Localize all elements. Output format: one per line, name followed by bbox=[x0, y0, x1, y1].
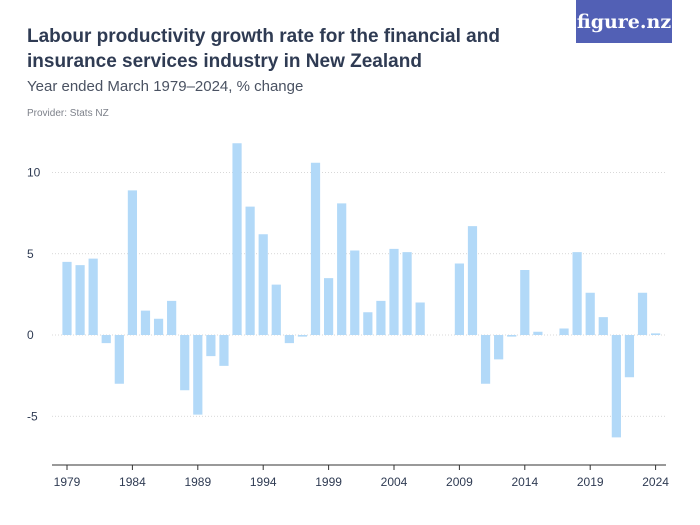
bar[interactable] bbox=[494, 335, 504, 360]
bar[interactable] bbox=[598, 317, 608, 335]
bar[interactable] bbox=[180, 335, 190, 391]
bar[interactable] bbox=[62, 261, 72, 335]
bar[interactable] bbox=[271, 284, 281, 335]
provider-label: Provider: Stats NZ bbox=[27, 108, 109, 119]
bar[interactable] bbox=[232, 143, 242, 335]
bar[interactable] bbox=[140, 310, 151, 335]
x-tick-label: 2004 bbox=[381, 475, 408, 489]
bar[interactable] bbox=[402, 252, 412, 335]
bar[interactable] bbox=[480, 335, 491, 384]
x-tick-label: 1984 bbox=[119, 475, 146, 489]
bar[interactable] bbox=[363, 312, 373, 335]
y-tick-label: -5 bbox=[27, 409, 38, 423]
bar[interactable] bbox=[637, 292, 648, 335]
bar[interactable] bbox=[127, 190, 137, 335]
bar[interactable] bbox=[572, 252, 582, 335]
bar[interactable] bbox=[245, 206, 255, 335]
x-tick-label: 1994 bbox=[250, 475, 277, 489]
bar[interactable] bbox=[310, 162, 321, 335]
bar[interactable] bbox=[585, 292, 595, 335]
tick-labels: 10 5 0 -5 1979 1984 1989 1994 1999 2004 2009 2014 20… bbox=[27, 166, 669, 490]
bar[interactable] bbox=[350, 250, 360, 336]
chart-subtitle: Year ended March 1979–2024, % change bbox=[27, 78, 304, 95]
bar[interactable] bbox=[454, 263, 464, 336]
bar[interactable] bbox=[467, 226, 478, 335]
bar[interactable] bbox=[284, 335, 294, 344]
x-tick-label: 2019 bbox=[577, 475, 604, 489]
bar[interactable] bbox=[297, 335, 308, 337]
bar[interactable] bbox=[324, 278, 334, 335]
bar[interactable] bbox=[258, 234, 268, 335]
bar[interactable] bbox=[624, 335, 635, 378]
y-tick-label: 5 bbox=[27, 247, 34, 261]
figure-nz-logo[interactable]: figure.nz bbox=[576, 0, 672, 43]
bar[interactable] bbox=[88, 258, 98, 335]
bar[interactable] bbox=[206, 335, 216, 357]
bar[interactable] bbox=[520, 270, 530, 335]
bar[interactable] bbox=[101, 335, 111, 344]
bar[interactable] bbox=[153, 318, 164, 335]
bar[interactable] bbox=[167, 300, 177, 335]
bar[interactable] bbox=[559, 328, 569, 336]
bar[interactable] bbox=[533, 331, 543, 335]
x-tick-label: 2014 bbox=[511, 475, 538, 489]
bar[interactable] bbox=[219, 335, 229, 366]
x-tick-label: 2009 bbox=[446, 475, 473, 489]
bar[interactable] bbox=[507, 335, 517, 337]
y-tick-label: 0 bbox=[27, 328, 34, 342]
bar[interactable] bbox=[376, 300, 386, 335]
bar[interactable] bbox=[611, 335, 621, 438]
x-tick-label: 1979 bbox=[54, 475, 81, 489]
bar[interactable] bbox=[651, 333, 661, 335]
bar[interactable] bbox=[389, 248, 399, 335]
bar[interactable] bbox=[114, 335, 124, 384]
bar[interactable] bbox=[75, 265, 85, 335]
bar[interactable] bbox=[337, 203, 347, 335]
bar[interactable] bbox=[193, 335, 203, 415]
x-axis bbox=[52, 464, 666, 470]
bars bbox=[62, 143, 661, 438]
bar[interactable] bbox=[415, 302, 425, 336]
x-tick-label: 1989 bbox=[184, 475, 211, 489]
chart-title: Labour productivity growth rate for the … bbox=[27, 26, 500, 72]
y-tick-label: 10 bbox=[27, 166, 41, 180]
x-tick-label: 1999 bbox=[315, 475, 342, 489]
x-tick-label: 2024 bbox=[642, 475, 669, 489]
